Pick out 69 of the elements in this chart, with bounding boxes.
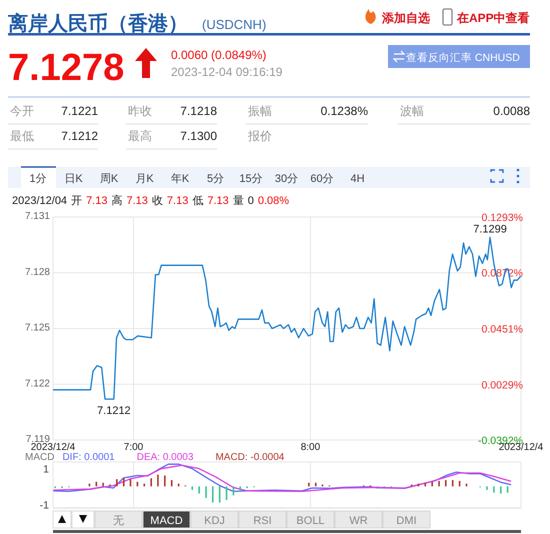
y-tick-label: -1 xyxy=(40,499,50,512)
x-tick-label: 8:00 xyxy=(300,442,321,453)
text: 添加自选 xyxy=(381,11,430,25)
text: 30分 xyxy=(274,173,298,185)
text: 年K xyxy=(170,173,190,185)
text: BOLL xyxy=(296,515,325,527)
text: 7.1300 xyxy=(180,129,218,143)
y2-tick-label: 0.0029% xyxy=(482,379,523,392)
text: 报价 xyxy=(247,129,272,143)
text: 离岸人民币（香港） xyxy=(7,12,188,35)
text: 量 xyxy=(232,195,244,207)
text: 7.1221 xyxy=(61,104,98,118)
text: 2023/12/04 xyxy=(12,195,68,207)
text: 7.1218 xyxy=(180,104,218,118)
text: 月K xyxy=(135,173,154,185)
text: 波幅 xyxy=(400,104,424,118)
y2-tick-label: 0.1293% xyxy=(482,212,523,224)
text: 4H xyxy=(350,173,365,185)
series-label: DIF: 0.0001 xyxy=(62,452,116,463)
text: 查看反向汇率 CNHUSD xyxy=(406,51,520,64)
text: 7.13 xyxy=(166,195,188,207)
text: 0.1238% xyxy=(320,104,368,118)
text: 15分 xyxy=(239,173,263,185)
text: 收 xyxy=(152,195,163,207)
annotation: 7.1212 xyxy=(97,405,131,418)
text: 1分 xyxy=(29,173,47,185)
series-label: DEA: 0.0003 xyxy=(136,452,194,463)
text: 7.13 xyxy=(207,195,229,207)
text: 昨收 xyxy=(128,104,152,118)
y-tick-label: 7.122 xyxy=(24,378,50,390)
text: 0.0088 xyxy=(493,104,530,118)
chart-title: MACD xyxy=(25,452,54,463)
y-tick-label: 7.131 xyxy=(24,211,50,222)
x-tick-label: 2023/12/4 xyxy=(30,442,76,453)
text: (USDCNH) xyxy=(202,17,266,32)
text: 在APP中查看 xyxy=(456,11,530,25)
x-tick-label: 7:00 xyxy=(124,442,144,453)
annotation: 7.1299 xyxy=(473,223,507,236)
text: RSI xyxy=(253,515,272,527)
text: MACD: -0.0004 xyxy=(215,452,285,463)
text: 7.13 xyxy=(126,195,148,207)
text: 今开 xyxy=(10,104,34,118)
text: 0 xyxy=(248,195,254,207)
text: 2023-12-04 09:16:19 xyxy=(171,65,283,79)
text: 0.08% xyxy=(258,195,290,207)
text: 7.1278 xyxy=(8,47,124,89)
text: 振幅 xyxy=(248,104,272,118)
text: 周K xyxy=(100,173,119,185)
text: 开 xyxy=(71,195,82,207)
y-tick-label: 1 xyxy=(43,463,50,476)
text: 无 xyxy=(113,515,124,527)
text: DMI xyxy=(396,515,417,527)
text: 7.1212 xyxy=(61,129,98,143)
text: 60分 xyxy=(310,173,334,185)
text: KDJ xyxy=(204,515,225,527)
text: WR xyxy=(349,515,368,527)
text: 0.0060 (0.0849%) xyxy=(171,48,266,62)
text: 最高 xyxy=(128,129,152,143)
y-tick-label: 7.128 xyxy=(24,266,50,278)
line-series xyxy=(52,236,522,400)
y2-tick-label: 0.0451% xyxy=(482,323,523,336)
text: MACD xyxy=(150,515,183,527)
text: 低 xyxy=(192,195,204,207)
text: 5分 xyxy=(206,173,224,185)
text: 7.13 xyxy=(86,195,108,207)
text: 日K xyxy=(64,173,84,185)
text: 高 xyxy=(111,194,122,207)
text: 最低 xyxy=(10,129,34,143)
y-tick-label: 7.125 xyxy=(24,322,50,334)
